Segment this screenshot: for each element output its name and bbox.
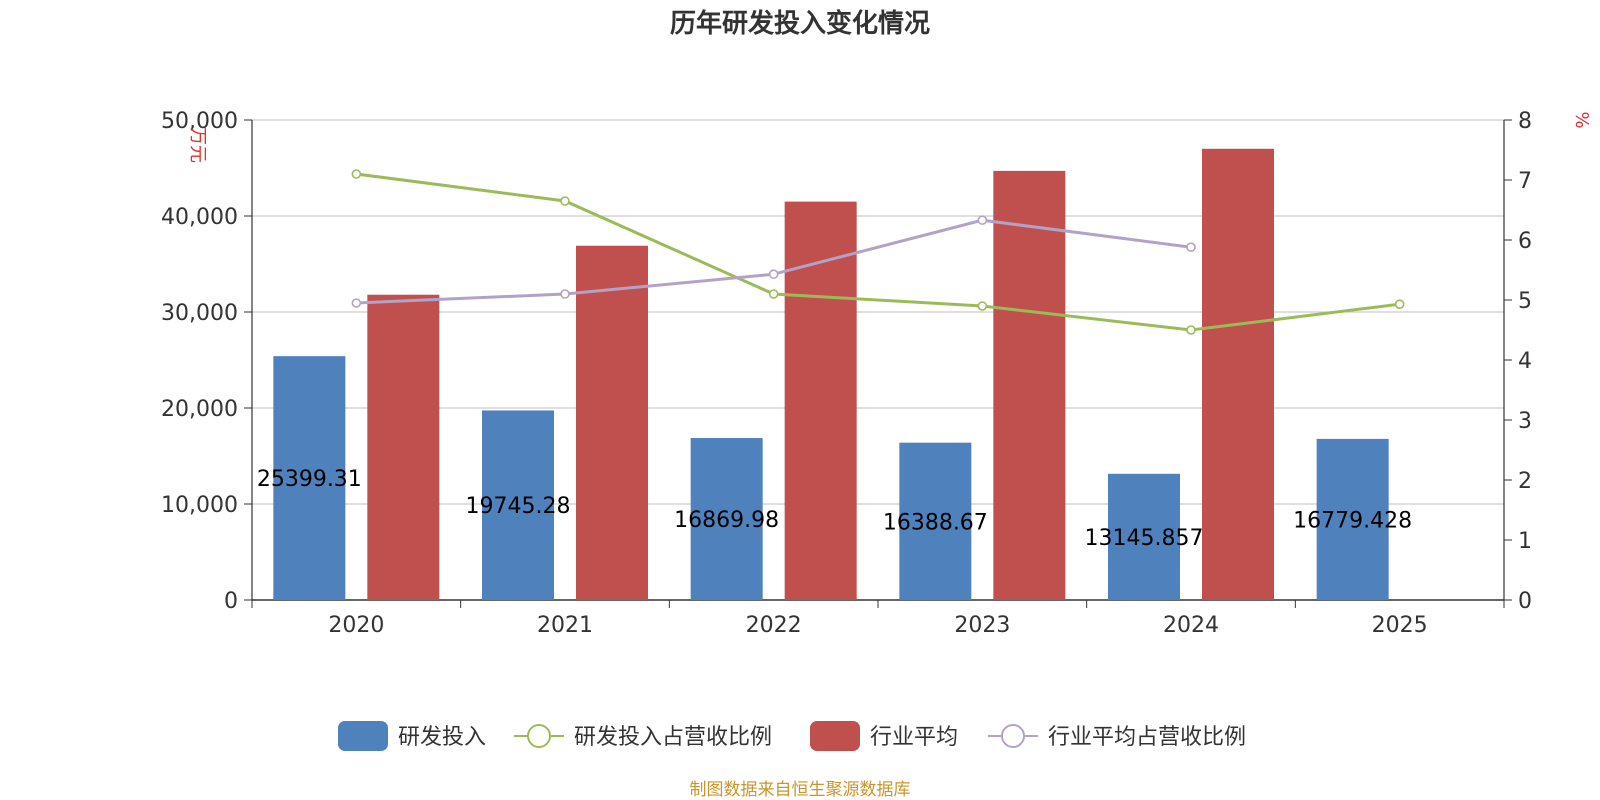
- bars: [273, 148, 1389, 601]
- y-right-tick-label: 8: [1518, 109, 1532, 134]
- legend-label[interactable]: 行业平均占营收比例: [1048, 725, 1246, 750]
- line-point[interactable]: [1186, 242, 1196, 252]
- data-label: 16869.98: [674, 508, 779, 533]
- y-right-tick-label: 0: [1518, 589, 1532, 614]
- bar[interactable]: [1316, 438, 1389, 600]
- x-tick-label: 2020: [328, 613, 384, 638]
- y-right-tick-label: 6: [1518, 229, 1532, 254]
- data-label: 25399.31: [257, 467, 362, 492]
- legend-swatch[interactable]: [810, 721, 860, 751]
- bar[interactable]: [993, 170, 1066, 600]
- data-label: 16388.67: [883, 510, 988, 535]
- bar[interactable]: [1202, 148, 1274, 601]
- line-point[interactable]: [560, 289, 570, 299]
- legend-swatch-marker[interactable]: [527, 724, 551, 748]
- x-tick-label: 2021: [537, 613, 593, 638]
- bar[interactable]: [482, 410, 554, 600]
- legend-swatch[interactable]: [338, 721, 388, 751]
- y-left-tick-label: 30,000: [161, 301, 238, 326]
- source-note: 制图数据来自恒生聚源数据库: [690, 780, 911, 800]
- y-right-tick-label: 3: [1518, 409, 1532, 434]
- bar[interactable]: [690, 438, 763, 600]
- x-tick-label: 2025: [1372, 613, 1428, 638]
- line-point[interactable]: [560, 196, 570, 206]
- data-label: 19745.28: [466, 494, 571, 519]
- x-tick-label: 2024: [1163, 613, 1219, 638]
- line-point[interactable]: [1394, 299, 1405, 310]
- legend[interactable]: 研发投入 研发投入占营收比例 行业平均 行业平均占营收比例: [338, 721, 1246, 751]
- y-left-tick-label: 10,000: [161, 493, 238, 518]
- line-point[interactable]: [351, 298, 362, 308]
- y-left-unit: 万元: [187, 127, 208, 163]
- y-left-tick-label: 40,000: [161, 205, 238, 230]
- legend-swatch-marker[interactable]: [1001, 724, 1025, 748]
- data-label: 13145.857: [1085, 526, 1204, 551]
- data-labels: 25399.31 19745.28 16869.98 16388.67 13145.85…: [257, 467, 1412, 551]
- legend-label[interactable]: 研发投入: [398, 725, 486, 750]
- legend-label[interactable]: 行业平均: [870, 725, 958, 750]
- y-right-unit: %: [1571, 111, 1592, 128]
- line-point[interactable]: [768, 289, 779, 299]
- y-right-tick-label: 7: [1518, 169, 1532, 194]
- lines: [351, 169, 1405, 335]
- line-point[interactable]: [1186, 325, 1196, 335]
- bar[interactable]: [273, 356, 346, 600]
- line-point[interactable]: [977, 301, 988, 311]
- y-right-tick-label: 2: [1518, 469, 1532, 494]
- y-right-tick-label: 4: [1518, 349, 1532, 374]
- series-line: [356, 172, 1400, 332]
- y-right-tick-label: 1: [1518, 529, 1532, 554]
- data-label: 16779.428: [1293, 508, 1412, 533]
- x-tick-label: 2022: [746, 613, 802, 638]
- chart-title: 历年研发投入变化情况: [670, 8, 930, 39]
- bar[interactable]: [1108, 473, 1180, 600]
- y-left-tick-label: 0: [224, 589, 238, 614]
- y-left-tick-label: 50,000: [161, 109, 238, 134]
- grid-lines: [252, 119, 1504, 505]
- line-point[interactable]: [351, 169, 362, 179]
- y-right-tick-label: 5: [1518, 289, 1532, 314]
- bar[interactable]: [576, 245, 648, 600]
- bar[interactable]: [899, 442, 972, 600]
- line-point[interactable]: [977, 215, 988, 225]
- y-left-tick-label: 20,000: [161, 397, 238, 422]
- legend-label[interactable]: 研发投入占营收比例: [574, 725, 772, 750]
- bar[interactable]: [367, 294, 440, 600]
- line-point[interactable]: [768, 269, 779, 280]
- x-tick-label: 2023: [954, 613, 1010, 638]
- axes: 0 10,000 20,000 30,000 40,000 50,000 0 1 2 3 4 5 6 7 8…: [161, 109, 1532, 638]
